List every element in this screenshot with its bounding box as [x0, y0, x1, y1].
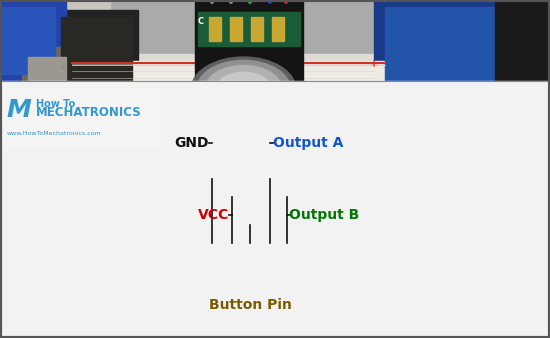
Ellipse shape [135, 154, 175, 173]
Bar [55, 54, 396, 196]
Bar [66, 61, 385, 189]
Text: +: + [226, 179, 232, 183]
Bar [0, 0, 110, 135]
Bar [418, 101, 456, 196]
Bar [55, 10, 138, 196]
Text: 40: 40 [60, 136, 67, 141]
Text: DT: DT [266, 177, 271, 184]
Circle shape [422, 145, 447, 160]
Text: CLK: CLK [285, 176, 291, 186]
Text: www.HowToMechatronics.com: www.HowToMechatronics.com [7, 131, 101, 136]
Text: G: G [206, 179, 212, 183]
Bar [495, 0, 550, 237]
Text: +: + [370, 59, 378, 69]
Bar [0, 7, 55, 74]
Text: 30: 30 [60, 65, 67, 70]
Bar [374, 101, 412, 196]
Circle shape [216, 72, 271, 106]
Text: Button Pin: Button Pin [209, 297, 292, 312]
Text: SW: SW [246, 177, 251, 185]
Bar [0, 0, 66, 81]
Text: How To: How To [36, 99, 75, 109]
Bar [251, 17, 263, 41]
Bar [22, 47, 77, 88]
Text: GND: GND [174, 136, 209, 150]
Text: Output A: Output A [273, 136, 343, 150]
Bar [3, 88, 160, 145]
Bar [418, 142, 451, 162]
Bar [385, 7, 550, 189]
Ellipse shape [130, 151, 181, 176]
Bar [0, 0, 550, 152]
Bar [272, 17, 284, 41]
Circle shape [81, 143, 101, 155]
Bar [374, 0, 550, 196]
Text: Output B: Output B [289, 208, 360, 222]
Text: C: C [198, 18, 204, 26]
Bar [198, 12, 300, 46]
Bar [0, 81, 550, 338]
Bar [195, 2, 302, 196]
Circle shape [235, 84, 252, 94]
Circle shape [191, 57, 296, 121]
Circle shape [205, 66, 282, 113]
Text: M: M [7, 98, 31, 122]
Circle shape [197, 61, 290, 118]
Bar [209, 17, 221, 41]
Text: KY: KY [238, 83, 244, 88]
Text: VCC: VCC [197, 208, 229, 222]
Bar [16, 34, 94, 95]
Circle shape [77, 140, 104, 157]
Text: MECHATRONICS: MECHATRONICS [36, 106, 141, 119]
Bar [0, 0, 550, 95]
Bar [230, 17, 242, 41]
Bar [28, 57, 66, 81]
Bar [60, 17, 132, 193]
